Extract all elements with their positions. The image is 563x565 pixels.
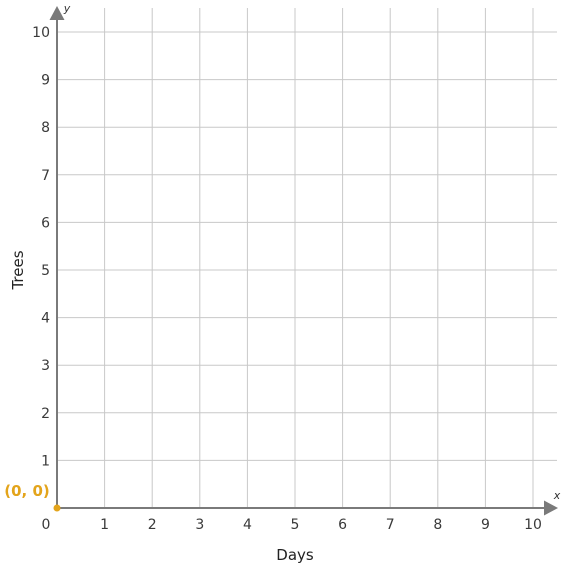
grid-lines: [57, 8, 557, 508]
x-tick-label: 10: [524, 517, 542, 533]
x-axis-letter: x: [553, 489, 561, 502]
x-tick-label: 9: [481, 517, 490, 533]
data-point: [53, 504, 61, 512]
data-point-label: (0, 0): [4, 482, 50, 500]
x-tick-labels: 0 1 2 3 4 5 6 7 8 9 10: [42, 517, 542, 533]
x-tick-label: 8: [433, 517, 442, 533]
y-tick-label: 9: [41, 73, 50, 89]
x-tick-label: 7: [386, 517, 395, 533]
y-axis-arrow-icon: [49, 6, 65, 20]
y-axis-letter: y: [63, 2, 71, 15]
y-tick-label: 1: [41, 453, 50, 469]
x-axis-title: Days: [276, 546, 314, 564]
y-tick-label: 2: [41, 406, 50, 422]
x-axis-arrow-icon: [544, 500, 558, 516]
y-tick-label: 4: [41, 311, 50, 327]
x-tick-label: 1: [100, 517, 109, 533]
y-tick-labels: 1 2 3 4 5 6 7 8 9 10: [32, 25, 50, 469]
data-points: (0, 0): [4, 482, 61, 512]
y-tick-label: 3: [41, 358, 50, 374]
x-tick-label: 4: [243, 517, 252, 533]
y-tick-label: 5: [41, 263, 50, 279]
y-tick-label: 6: [41, 215, 50, 231]
x-tick-label: 3: [195, 517, 204, 533]
axes: x y: [49, 2, 561, 516]
x-tick-label: 6: [338, 517, 347, 533]
x-tick-label: 2: [148, 517, 157, 533]
x-tick-label: 0: [42, 517, 51, 533]
y-tick-label: 8: [41, 120, 50, 136]
y-tick-label: 10: [32, 25, 50, 41]
y-tick-label: 7: [41, 168, 50, 184]
y-axis-title: Trees: [9, 250, 27, 290]
x-tick-label: 5: [291, 517, 300, 533]
